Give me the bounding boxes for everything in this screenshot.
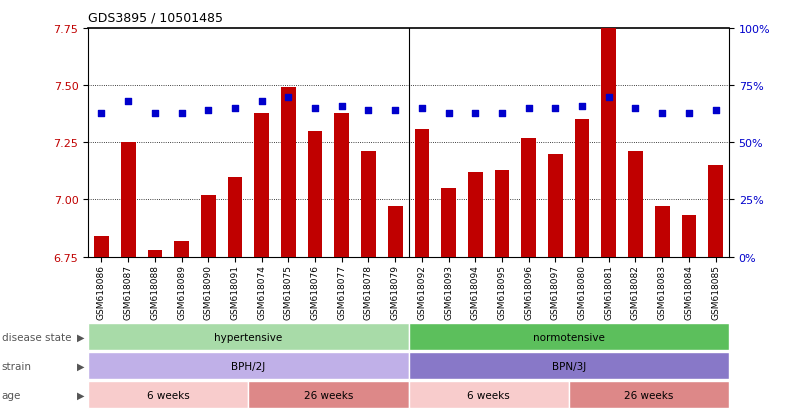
Text: BPH/2J: BPH/2J [231,361,265,371]
Bar [548,154,562,257]
Point [549,105,562,112]
Point [256,99,268,105]
Bar [708,166,723,257]
FancyBboxPatch shape [409,352,729,380]
Bar [575,120,590,257]
Bar [388,207,402,257]
Bar [415,129,429,257]
Bar [121,143,135,257]
Text: BPN/3J: BPN/3J [552,361,586,371]
Point [362,108,375,114]
Point [576,103,589,110]
Point [496,110,509,116]
Point [629,105,642,112]
Bar [147,250,162,257]
FancyBboxPatch shape [88,381,248,408]
Bar [521,138,536,257]
FancyBboxPatch shape [88,323,409,351]
Text: 6 weeks: 6 weeks [467,390,510,400]
Text: ▶: ▶ [77,361,84,371]
Text: normotensive: normotensive [533,332,605,342]
Point [522,105,535,112]
Point [336,103,348,110]
Text: 26 weeks: 26 weeks [304,390,353,400]
Bar [441,188,456,257]
Text: strain: strain [2,361,31,371]
FancyBboxPatch shape [569,381,729,408]
Text: hypertensive: hypertensive [214,332,283,342]
Bar [174,241,189,257]
FancyBboxPatch shape [248,381,409,408]
Point [175,110,188,116]
Point [388,108,401,114]
Bar [468,173,482,257]
Bar [682,216,696,257]
Bar [227,177,242,257]
Text: disease state: disease state [2,332,71,342]
Text: 6 weeks: 6 weeks [147,390,190,400]
Text: 26 weeks: 26 weeks [624,390,674,400]
Point [442,110,455,116]
Point [682,110,695,116]
Bar [628,152,642,257]
Text: ▶: ▶ [77,332,84,342]
Bar [254,113,269,257]
Point [148,110,161,116]
Point [602,94,615,101]
Text: GDS3895 / 10501485: GDS3895 / 10501485 [88,11,223,24]
Text: age: age [2,390,21,400]
Bar [494,170,509,257]
Bar [361,152,376,257]
Bar [602,22,616,257]
Bar [281,88,296,257]
Point [202,108,215,114]
FancyBboxPatch shape [88,352,409,380]
Point [308,105,321,112]
Point [469,110,481,116]
Point [122,99,135,105]
FancyBboxPatch shape [409,381,569,408]
Point [228,105,241,112]
Point [282,94,295,101]
Bar [335,113,349,257]
Bar [201,195,215,257]
FancyBboxPatch shape [409,323,729,351]
Bar [655,207,670,257]
Point [656,110,669,116]
Point [416,105,429,112]
Bar [308,131,322,257]
Bar [95,236,109,257]
Point [709,108,722,114]
Point [95,110,108,116]
Text: ▶: ▶ [77,390,84,400]
